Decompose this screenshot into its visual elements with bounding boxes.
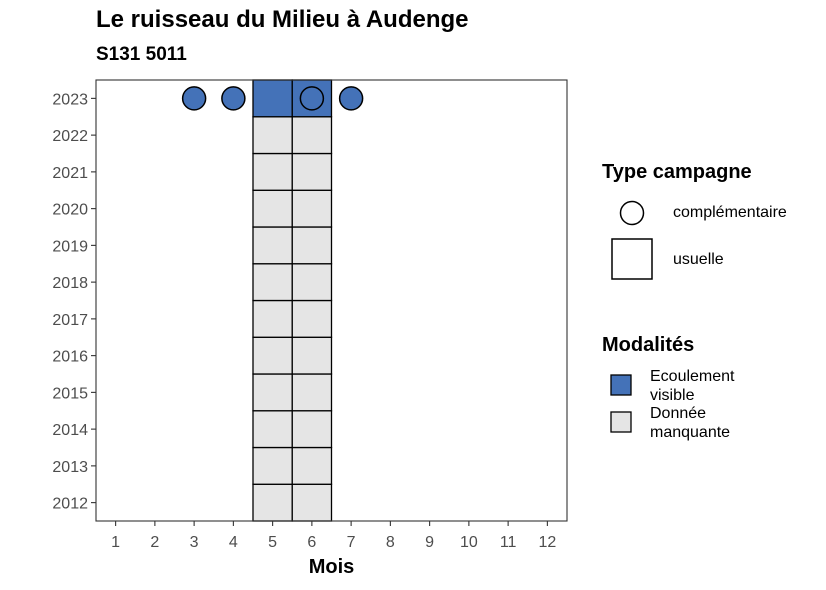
x-tick-label-1: 1 bbox=[111, 534, 120, 551]
tile-2014-6 bbox=[291, 410, 333, 449]
tile-2017-6 bbox=[291, 299, 333, 338]
tile-2021-5 bbox=[252, 152, 293, 191]
y-tick-label-2012: 2012 bbox=[52, 496, 88, 513]
plot-border bbox=[95, 79, 568, 522]
tile-2016-6 bbox=[291, 336, 333, 375]
tile-2020-5 bbox=[252, 189, 293, 228]
tile-2015-5 bbox=[252, 373, 293, 412]
chart-subtitle: S131 5011 bbox=[96, 44, 187, 65]
tile-2023-5 bbox=[252, 79, 293, 118]
x-tick-label-9: 9 bbox=[425, 534, 434, 551]
point-2023-4 bbox=[221, 86, 246, 111]
x-tick-label-11: 11 bbox=[500, 534, 517, 551]
legend-modality-title: Modalités bbox=[602, 334, 695, 356]
legend-ecoulement-key bbox=[610, 374, 632, 396]
legend-ecoulement-label: Ecoulement visible bbox=[650, 368, 735, 404]
y-tick-label-2014: 2014 bbox=[52, 422, 88, 439]
x-tick-label-8: 8 bbox=[386, 534, 395, 551]
point-2023-3 bbox=[181, 86, 207, 111]
tile-2012-5 bbox=[252, 483, 293, 522]
y-tick-label-2022: 2022 bbox=[52, 128, 88, 145]
tile-2014-5 bbox=[252, 410, 293, 449]
x-tick-label-5: 5 bbox=[268, 534, 277, 551]
legend-usuelle-label: usuelle bbox=[673, 251, 724, 268]
legend-manquante-label: Donnée manquante bbox=[650, 405, 731, 441]
y-tick-label-2020: 2020 bbox=[52, 202, 88, 219]
x-tick-label-12: 12 bbox=[538, 534, 556, 551]
tile-2019-6 bbox=[291, 226, 333, 265]
legend-manquante-key bbox=[610, 411, 632, 433]
y-tick-label-2015: 2015 bbox=[52, 385, 88, 402]
chart-title: Le ruisseau du Milieu à Audenge bbox=[96, 6, 469, 33]
y-tick-label-2021: 2021 bbox=[52, 165, 88, 182]
y-tick-label-2013: 2013 bbox=[52, 459, 88, 476]
legend-usuelle-key bbox=[611, 238, 653, 280]
tile-2018-6 bbox=[291, 263, 333, 302]
x-tick-label-10: 10 bbox=[460, 534, 478, 551]
y-tick-label-2023: 2023 bbox=[52, 91, 88, 108]
y-tick-label-2019: 2019 bbox=[52, 238, 88, 255]
legend-campaign-title: Type campagne bbox=[602, 161, 752, 183]
legend-complementaire-key bbox=[619, 200, 645, 226]
x-tick-label-7: 7 bbox=[347, 534, 356, 551]
x-tick-label-3: 3 bbox=[190, 534, 199, 551]
tile-2017-5 bbox=[252, 299, 293, 338]
y-tick-label-2018: 2018 bbox=[52, 275, 88, 292]
tile-2013-6 bbox=[291, 446, 333, 485]
x-tick-label-6: 6 bbox=[307, 534, 316, 551]
tile-2020-6 bbox=[291, 189, 333, 228]
point-2023-6 bbox=[299, 86, 325, 111]
tile-2021-6 bbox=[291, 152, 333, 191]
tile-2015-6 bbox=[291, 373, 333, 412]
tile-2019-5 bbox=[252, 226, 293, 265]
point-2023-7 bbox=[338, 86, 364, 111]
y-tick-label-2016: 2016 bbox=[52, 349, 88, 366]
tile-2012-6 bbox=[291, 483, 333, 522]
tile-2022-6 bbox=[291, 116, 333, 155]
tile-2013-5 bbox=[252, 446, 293, 485]
y-tick-label-2017: 2017 bbox=[52, 312, 88, 329]
legend-complementaire-label: complémentaire bbox=[673, 204, 787, 221]
tile-2018-5 bbox=[252, 263, 293, 302]
x-axis-label: Mois bbox=[309, 556, 355, 578]
tile-2022-5 bbox=[252, 116, 293, 155]
tile-2016-5 bbox=[252, 336, 293, 375]
x-tick-label-2: 2 bbox=[150, 534, 159, 551]
x-tick-label-4: 4 bbox=[229, 534, 238, 551]
